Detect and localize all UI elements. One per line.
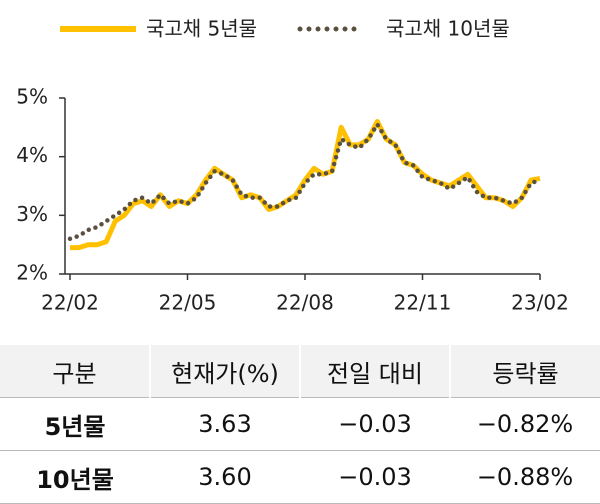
cell: 3.63: [150, 397, 300, 451]
cell: −0.03: [300, 450, 450, 504]
y-tick-label: 2%: [16, 261, 48, 285]
y-tick-label: 4%: [16, 143, 48, 167]
x-tick-label: 22/11: [394, 291, 452, 315]
row: 5년물 3.63 −0.03 −0.82%: [0, 397, 600, 451]
header-row: 구분 현재가(%) 전일 대비 등락률: [0, 345, 600, 398]
row: 10년물 3.60 −0.03 −0.88%: [0, 450, 600, 504]
cell: −0.88%: [450, 450, 600, 504]
cell: −0.03: [300, 397, 450, 451]
series-line: [67, 122, 543, 242]
y-tick-label: 5%: [16, 85, 48, 109]
quote-table: 구분 현재가(%) 전일 대비 등락률 5년물 3.63 −0.03 −0.82…: [0, 345, 600, 504]
x-tick-label: 23/02: [511, 291, 569, 315]
chart: 국고채 5년물 국고채 10년물 2% 3% 4% 5% 22/02 22/05 22/08 22…: [16, 17, 569, 315]
cell: 10년물: [0, 450, 150, 504]
x-tick-label: 22/02: [41, 291, 99, 315]
series-line: [70, 119, 541, 251]
header-cell: 구분: [0, 345, 150, 398]
header-cell: 등락률: [449, 345, 600, 398]
header-cell: 전일 대비: [299, 345, 450, 398]
cell: 5년물: [0, 397, 150, 451]
legend-label: 국고채 10년물: [386, 17, 510, 41]
x-tick-label: 22/08: [276, 291, 334, 315]
header-cell: 현재가(%): [149, 345, 300, 398]
y-tick-label: 3%: [16, 202, 48, 226]
cell: 3.60: [150, 450, 300, 504]
legend-label: 국고채 5년물: [146, 17, 257, 41]
x-tick-label: 22/05: [159, 291, 217, 315]
cell: −0.82%: [450, 397, 600, 451]
